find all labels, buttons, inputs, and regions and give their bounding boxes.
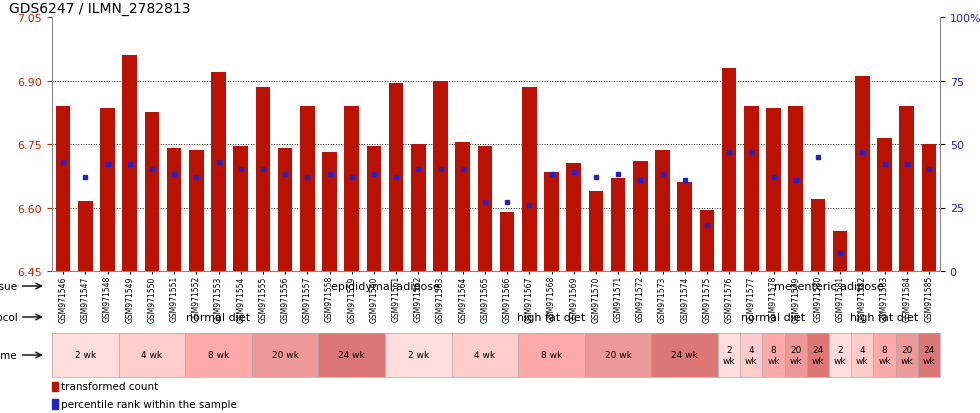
Text: 4 wk: 4 wk [141,351,163,360]
Text: 8
wk: 8 wk [767,345,780,365]
Bar [766,109,781,271]
Bar [322,153,337,271]
Text: tissue: tissue [0,281,18,291]
Text: 2 wk: 2 wk [74,351,96,360]
Text: 2 wk: 2 wk [408,351,429,360]
Bar [544,172,559,271]
Text: epididymal adipose: epididymal adipose [330,281,439,291]
Bar [810,199,825,271]
Bar [167,149,181,271]
Text: 4 wk: 4 wk [474,351,496,360]
Text: high fat diet: high fat diet [517,312,586,322]
Text: percentile rank within the sample: percentile rank within the sample [61,399,236,409]
Text: 8 wk: 8 wk [208,351,229,360]
Text: 20
wk: 20 wk [789,345,802,365]
Bar [189,151,204,271]
Bar [589,191,603,271]
Bar [433,81,448,271]
Bar [212,73,225,271]
Text: 4
wk: 4 wk [745,345,758,365]
Text: 24
wk: 24 wk [811,345,824,365]
Text: transformed count: transformed count [61,382,158,392]
Bar [256,88,270,271]
Bar [500,212,514,271]
Bar [656,151,669,271]
Bar [477,147,492,271]
Bar [300,107,315,271]
Bar [744,107,759,271]
Bar [278,149,292,271]
Bar [921,145,936,271]
Text: protocol: protocol [0,312,18,322]
Bar [900,107,914,271]
Text: 24 wk: 24 wk [671,351,698,360]
Bar [856,77,869,271]
Bar [633,161,648,271]
Text: 2
wk: 2 wk [834,345,847,365]
Bar [56,107,71,271]
Text: time: time [0,350,18,360]
Text: normal diet: normal diet [186,312,251,322]
Text: 20 wk: 20 wk [605,351,631,360]
Text: normal diet: normal diet [742,312,806,322]
Bar [345,107,359,271]
Bar [52,382,58,392]
Bar [78,202,92,271]
Bar [367,147,381,271]
Bar [722,69,736,271]
Bar [411,145,425,271]
Bar [100,109,115,271]
Bar [52,399,58,409]
Bar [145,113,159,271]
Bar [611,178,625,271]
Bar [522,88,536,271]
Text: 24 wk: 24 wk [338,351,366,360]
Bar [389,83,404,271]
Bar [789,107,803,271]
Text: 2
wk: 2 wk [723,345,735,365]
Text: high fat diet: high fat diet [851,312,918,322]
Bar [877,138,892,271]
Bar [566,164,581,271]
Bar [456,142,470,271]
Bar [833,231,848,271]
Text: mesenteric adipose: mesenteric adipose [774,281,884,291]
Text: 20 wk: 20 wk [271,351,299,360]
Bar [233,147,248,271]
Bar [122,56,137,271]
Bar [677,183,692,271]
Text: 8 wk: 8 wk [541,351,563,360]
Bar [700,210,714,271]
Text: GDS6247 / ILMN_2782813: GDS6247 / ILMN_2782813 [9,2,190,16]
Text: 4
wk: 4 wk [856,345,868,365]
Text: 24
wk: 24 wk [922,345,935,365]
Text: 8
wk: 8 wk [878,345,891,365]
Text: 20
wk: 20 wk [901,345,913,365]
